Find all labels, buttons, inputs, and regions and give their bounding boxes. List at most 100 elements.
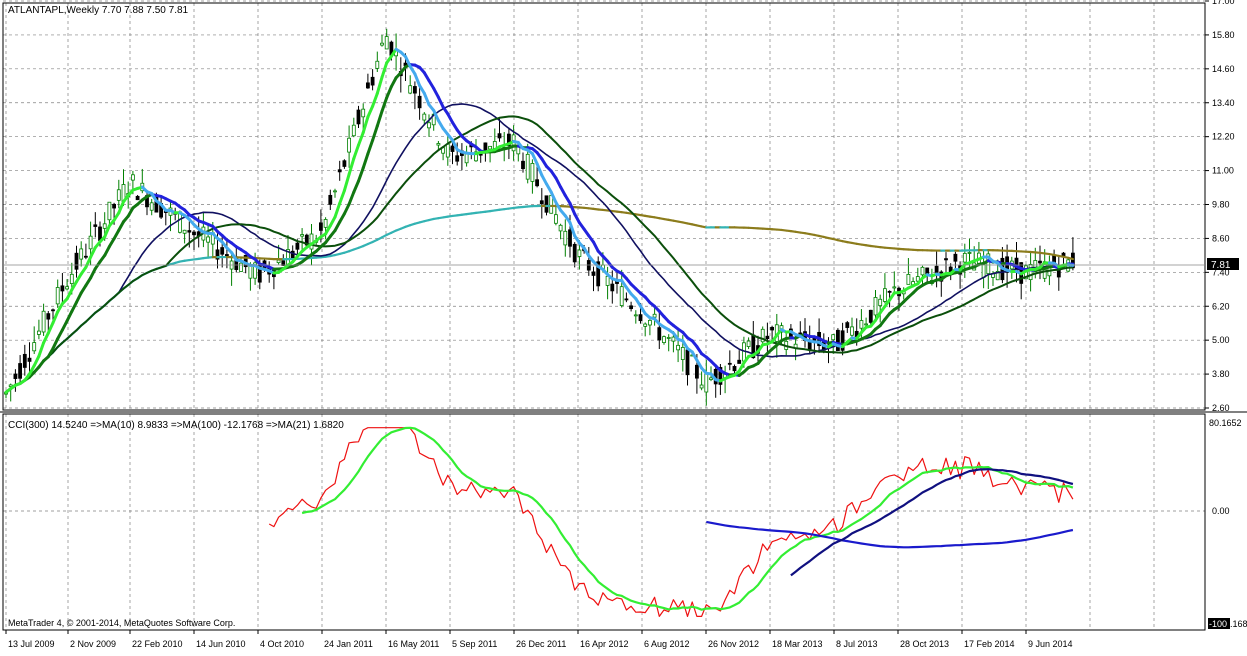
candle-body [935, 266, 938, 272]
candle-body [131, 175, 134, 180]
cci-zero-label: 0.00 [1212, 506, 1230, 516]
y-tick-label: 17.00 [1212, 0, 1235, 6]
x-tick-label: 6 Aug 2012 [644, 639, 690, 649]
candle-body [611, 284, 614, 291]
y-tick-label: 5.00 [1212, 335, 1230, 345]
candle-body [240, 263, 243, 271]
x-tick-label: 9 Jun 2014 [1028, 639, 1073, 649]
candle-body [738, 360, 741, 363]
candle-body [526, 154, 529, 179]
candle-body [413, 86, 416, 93]
candle-body [33, 343, 36, 351]
candle-body [446, 144, 449, 157]
candle-body [771, 327, 774, 330]
candle-body [554, 215, 557, 224]
main-chart-title: ATLANTAPL,Weekly 7.70 7.88 7.50 7.81 [8, 5, 189, 16]
y-tick-label: 9.80 [1212, 200, 1230, 210]
candle-body [498, 134, 501, 138]
candle-body [677, 345, 680, 349]
candle-body [37, 331, 40, 334]
candle-body [545, 196, 548, 212]
y-tick-label: 3.80 [1212, 369, 1230, 379]
x-tick-label: 5 Sep 2011 [452, 639, 497, 649]
candle-body [846, 323, 849, 328]
candle-body [14, 374, 17, 379]
candle-body [648, 320, 651, 325]
y-tick-label: 6.20 [1212, 301, 1230, 311]
candle-body [277, 260, 280, 262]
candle-body [954, 254, 957, 261]
copyright-label: MetaTrader 4, © 2001-2014, MetaQuotes So… [8, 618, 235, 628]
candle-body [569, 230, 572, 246]
y-tick-label: 8.60 [1212, 233, 1230, 243]
candle-body [56, 287, 59, 303]
candle-body [663, 337, 666, 343]
candle-body [338, 170, 341, 172]
candle-body [888, 291, 891, 292]
candle-body [366, 83, 369, 88]
candle-body [522, 161, 525, 168]
candle-body [869, 310, 872, 322]
candle-body [362, 109, 365, 117]
candle-body [376, 61, 379, 68]
candle-body [667, 337, 670, 338]
candle-body [681, 347, 684, 359]
candle-body [686, 350, 689, 375]
candle-body [296, 243, 299, 249]
x-tick-label: 24 Jan 2011 [324, 639, 373, 649]
candle-body [625, 299, 628, 300]
candle-body [921, 267, 924, 275]
candle-body [550, 195, 553, 213]
x-tick-label: 16 Apr 2012 [580, 639, 629, 649]
candle-body [136, 196, 139, 199]
candle-body [883, 289, 886, 302]
candle-body [531, 163, 534, 181]
candle-body [695, 365, 698, 378]
candle-body [639, 315, 642, 321]
candle-body [329, 195, 332, 204]
candle-body [536, 180, 539, 186]
candle-body [385, 37, 388, 49]
candle-body [700, 385, 703, 388]
x-tick-label: 22 Feb 2010 [132, 639, 183, 649]
candle-body [343, 161, 346, 167]
candle-body [456, 156, 459, 161]
candle-body [799, 333, 802, 334]
x-tick-label: 14 Jun 2010 [196, 639, 246, 649]
candle-body [860, 321, 863, 329]
y-tick-label: 12.20 [1212, 132, 1235, 142]
candle-body [418, 96, 421, 108]
candle-body [437, 143, 440, 145]
candle-body [879, 299, 882, 305]
candle-body [221, 248, 224, 255]
candle-body [606, 276, 609, 285]
x-tick-label: 18 Mar 2013 [772, 639, 823, 649]
candle-body [70, 274, 73, 283]
candle-body [357, 110, 360, 124]
candle-body [573, 244, 576, 262]
candle-body [113, 204, 116, 208]
candle-body [409, 86, 412, 93]
candle-body [301, 235, 304, 237]
candle-body [963, 253, 966, 262]
candle-body [540, 201, 543, 204]
candle-body [634, 315, 637, 316]
candle-body [836, 330, 839, 350]
candle-body [371, 77, 374, 85]
x-tick-label: 2 Nov 2009 [70, 639, 116, 649]
candle-body [19, 364, 22, 379]
candle-body [99, 227, 102, 240]
candle-body [249, 266, 252, 278]
candle-body [630, 306, 633, 309]
x-tick-label: 26 Nov 2012 [708, 639, 759, 649]
y-tick-label: 2.60 [1212, 403, 1230, 413]
y-tick-label: 15.80 [1212, 30, 1235, 40]
candle-body [150, 203, 153, 210]
candle-body [52, 310, 55, 311]
candle-body [193, 232, 196, 235]
candle-body [428, 123, 431, 128]
candle-body [451, 146, 454, 152]
candle-body [658, 328, 661, 340]
